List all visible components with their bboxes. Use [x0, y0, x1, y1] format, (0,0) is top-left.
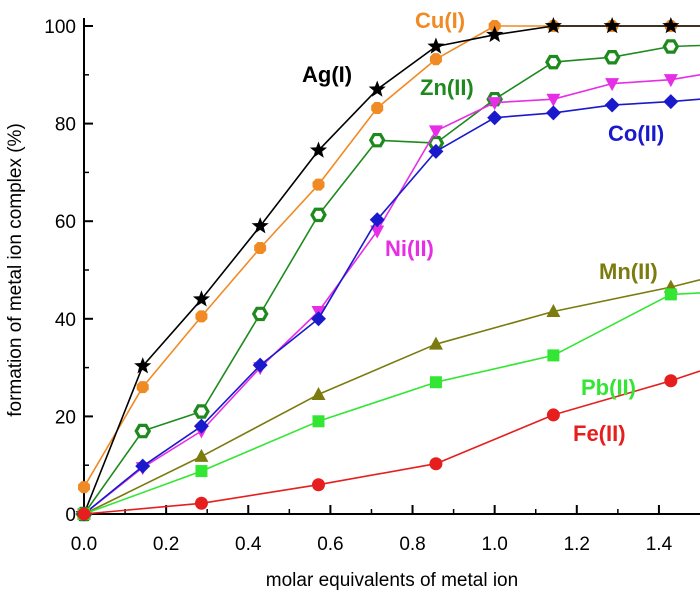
data-point-coii [545, 105, 561, 121]
data-point-znii [251, 306, 269, 322]
data-point-coii [369, 212, 385, 228]
series-line-znii [83, 44, 700, 515]
series-labels: Cu(I) Ag(I) Zn(II) Ni(II) Co(II) Mn(II) Pb(II)… [302, 8, 664, 446]
data-point-mnii [194, 448, 209, 462]
data-point-pbii [429, 376, 442, 389]
data-point-cui [136, 381, 149, 394]
data-point-agi [544, 17, 562, 34]
data-point-pbii [547, 349, 560, 362]
x-tick-label: 0.6 [317, 534, 343, 555]
data-point-cui [312, 178, 325, 191]
series-pbii [78, 288, 700, 520]
series-label-agi: Ag(I) [302, 62, 352, 87]
data-point-niii [605, 78, 620, 92]
x-tick-label: 1.0 [481, 534, 507, 555]
data-point-coii [252, 357, 268, 373]
series-label-niii: Ni(II) [385, 236, 434, 261]
series-line-pbii [83, 292, 700, 515]
data-point-agi [368, 80, 386, 97]
data-point-pbii [195, 465, 208, 478]
y-tick-label: 60 [55, 212, 76, 233]
data-point-agi [192, 290, 211, 307]
data-point-mnii [428, 336, 443, 350]
data-point-agi [134, 357, 152, 374]
data-point-agi [486, 25, 504, 43]
data-point-pbii [664, 288, 677, 301]
x-axis-title: molar equivalents of metal ion [266, 570, 518, 591]
data-point-pbii [312, 415, 325, 428]
data-point-agi [662, 17, 680, 34]
series-line-niii [83, 74, 700, 515]
data-point-feii [311, 478, 325, 492]
series-label-mnii: Mn(II) [599, 259, 658, 284]
x-tick-label: 1.4 [646, 534, 673, 555]
y-tick-label: 40 [55, 310, 76, 331]
axes: 0 20 40 60 80 100 0.0 0.2 0.4 0.6 0.8 1.0 1.2 1.4 mola… [5, 17, 700, 591]
data-point-niii [663, 74, 678, 88]
data-point-feii [546, 408, 560, 422]
data-point-mnii [546, 303, 561, 317]
data-point-niii [546, 93, 561, 107]
data-point-znii [603, 49, 621, 65]
series-layer [75, 17, 700, 522]
data-point-cui [371, 101, 384, 114]
data-point-mnii [311, 386, 326, 400]
data-point-coii [310, 311, 326, 327]
data-point-coii [487, 110, 503, 126]
data-point-feii [77, 507, 91, 521]
series-label-znii: Zn(II) [420, 75, 474, 100]
x-tick-label: 0.4 [235, 534, 262, 555]
y-tick-label: 80 [55, 115, 76, 136]
x-tick-label: 0.2 [153, 534, 179, 555]
data-point-cui [195, 310, 208, 323]
data-point-coii [193, 418, 209, 434]
data-point-coii [135, 458, 151, 474]
x-tick-label: 0.8 [399, 534, 425, 555]
data-point-znii [134, 423, 152, 439]
data-point-cui [429, 53, 442, 66]
data-point-niii [370, 225, 385, 239]
data-point-znii [545, 54, 562, 70]
data-point-niii [428, 125, 443, 139]
data-point-coii [604, 97, 620, 113]
data-point-agi [427, 37, 445, 54]
data-point-znii [193, 404, 210, 419]
y-axis-title: formation of metal ion complex (%) [5, 123, 26, 417]
series-znii [75, 39, 700, 522]
data-point-feii [194, 496, 208, 510]
series-line-coii [83, 98, 700, 515]
data-point-niii [487, 97, 502, 111]
data-point-coii [428, 143, 444, 159]
series-label-cui: Cu(I) [415, 8, 465, 33]
data-point-coii [663, 94, 679, 110]
data-point-cui [254, 242, 267, 255]
x-tick-label: 1.2 [564, 534, 590, 555]
data-point-znii [310, 207, 327, 223]
data-point-agi [603, 17, 621, 34]
x-tick-label: 0.0 [71, 534, 97, 555]
series-coii [76, 94, 700, 522]
data-point-feii [429, 457, 443, 471]
data-point-znii [368, 132, 386, 148]
series-feii [77, 370, 700, 521]
data-point-agi [251, 217, 269, 234]
y-tick-label: 0 [65, 505, 76, 526]
data-point-agi [309, 141, 328, 158]
series-line-agi [83, 25, 700, 515]
series-label-feii: Fe(II) [573, 421, 626, 446]
series-label-pbii: Pb(II) [581, 375, 636, 400]
y-tick-label: 20 [55, 407, 76, 428]
y-tick-label: 100 [44, 17, 76, 38]
series-label-coii: Co(II) [608, 121, 664, 146]
data-point-cui [77, 481, 91, 494]
data-point-znii [662, 39, 680, 54]
data-point-feii [664, 374, 678, 388]
